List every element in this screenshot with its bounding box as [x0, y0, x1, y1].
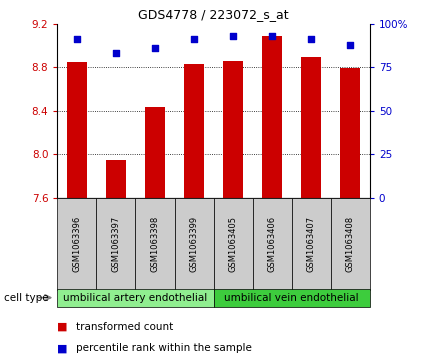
Text: GSM1063407: GSM1063407 [307, 216, 316, 272]
Text: cell type: cell type [4, 293, 49, 303]
Text: GSM1063408: GSM1063408 [346, 216, 355, 272]
Text: umbilical artery endothelial: umbilical artery endothelial [63, 293, 207, 303]
Bar [106, 160, 126, 198]
Text: GSM1063398: GSM1063398 [150, 216, 159, 272]
Bar [96, 198, 136, 290]
Bar [184, 64, 204, 198]
Point [152, 45, 159, 51]
Bar [57, 198, 96, 290]
Bar [252, 198, 292, 290]
Bar [213, 198, 252, 290]
Bar [331, 198, 370, 290]
Bar [136, 198, 175, 290]
Point [269, 33, 275, 39]
Text: GSM1063397: GSM1063397 [111, 216, 120, 272]
Bar [262, 36, 282, 198]
Text: percentile rank within the sample: percentile rank within the sample [76, 343, 252, 354]
Text: ■: ■ [57, 343, 68, 354]
Text: GSM1063405: GSM1063405 [229, 216, 238, 272]
Text: transformed count: transformed count [76, 322, 174, 332]
Bar [340, 68, 360, 198]
Text: GSM1063406: GSM1063406 [268, 216, 277, 272]
Title: GDS4778 / 223072_s_at: GDS4778 / 223072_s_at [138, 8, 289, 21]
Bar [175, 198, 213, 290]
Bar [145, 107, 165, 198]
Bar [292, 198, 331, 290]
Point [113, 50, 119, 56]
Bar [301, 57, 321, 198]
Bar [213, 289, 370, 307]
Text: GSM1063399: GSM1063399 [190, 216, 198, 272]
Point [74, 36, 80, 42]
Text: GSM1063396: GSM1063396 [72, 216, 82, 272]
Bar [223, 61, 243, 198]
Point [308, 36, 314, 42]
Text: umbilical vein endothelial: umbilical vein endothelial [224, 293, 359, 303]
Bar [67, 62, 87, 198]
Point [347, 42, 354, 48]
Point [230, 33, 236, 39]
Text: ■: ■ [57, 322, 68, 332]
Bar [57, 289, 213, 307]
Point [191, 36, 198, 42]
